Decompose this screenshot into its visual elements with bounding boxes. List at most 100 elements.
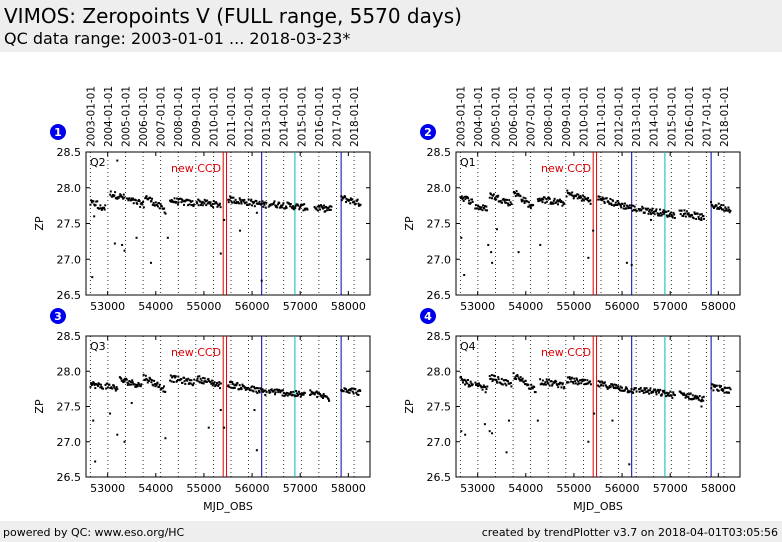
data-point [471, 198, 474, 201]
data-point [273, 388, 276, 391]
data-point [629, 390, 632, 393]
data-point [601, 196, 604, 199]
data-point [547, 378, 550, 381]
data-point [584, 378, 587, 381]
data-point [298, 392, 301, 395]
data-point [661, 210, 664, 213]
data-point [219, 387, 222, 390]
x-tick-label: 54000 [138, 300, 173, 313]
data-point [232, 387, 235, 390]
data-point [622, 207, 625, 210]
data-point [488, 374, 491, 377]
x-tick-label: 56000 [605, 482, 640, 495]
data-point [469, 380, 472, 383]
data-point [518, 378, 521, 381]
data-point [348, 388, 351, 391]
data-point [310, 390, 313, 393]
data-point [121, 196, 124, 199]
data-point [618, 387, 621, 390]
data-point [653, 213, 656, 216]
data-point [523, 380, 526, 383]
data-point [558, 198, 561, 201]
data-point [219, 409, 222, 412]
data-point [186, 204, 189, 207]
data-point [281, 389, 284, 392]
data-point [99, 204, 102, 207]
data-point [515, 190, 518, 193]
data-point [128, 380, 131, 383]
y-axis-label: ZP [403, 399, 416, 414]
data-point [118, 195, 121, 198]
data-point [711, 204, 714, 207]
data-point [106, 382, 109, 385]
data-point [474, 207, 477, 210]
page-title: VIMOS: Zeropoints V (FULL range, 5570 da… [4, 4, 462, 28]
data-point [208, 202, 211, 205]
data-point [474, 204, 477, 207]
data-point [227, 384, 230, 387]
data-point [644, 391, 647, 394]
data-point [315, 207, 318, 210]
data-point [607, 201, 610, 204]
data-point [164, 390, 167, 393]
data-point [460, 375, 463, 378]
data-point [99, 386, 102, 389]
data-point [646, 207, 649, 210]
data-point [663, 389, 666, 392]
data-point [600, 197, 603, 200]
data-point [177, 375, 180, 378]
data-point [624, 387, 627, 390]
data-point [627, 206, 630, 209]
data-point [176, 379, 179, 382]
data-point [557, 386, 560, 389]
data-point [317, 391, 320, 394]
data-point [296, 392, 299, 395]
data-point [467, 385, 470, 388]
date-tick-label: 2012-01-01 [614, 86, 626, 147]
data-point [495, 378, 498, 381]
data-point [580, 378, 583, 381]
data-point [260, 202, 263, 205]
data-point [177, 203, 180, 206]
data-point [196, 202, 199, 205]
date-tick-label: 2011-01-01 [226, 86, 238, 147]
data-point [133, 383, 136, 386]
data-point [111, 195, 114, 198]
data-point [527, 383, 530, 386]
data-point [616, 199, 619, 202]
data-point [502, 197, 505, 200]
data-point [129, 383, 132, 386]
data-point [553, 381, 556, 384]
data-point [700, 213, 703, 216]
data-point [186, 199, 189, 202]
data-point [688, 393, 691, 396]
data-point [489, 377, 492, 380]
data-point [181, 381, 184, 384]
data-point [583, 383, 586, 386]
data-point [195, 201, 198, 204]
data-point [652, 391, 655, 394]
data-point [517, 377, 520, 380]
data-point [188, 203, 191, 206]
data-point [123, 196, 126, 199]
data-point [294, 207, 297, 210]
data-point [131, 379, 134, 382]
data-point [670, 394, 673, 397]
data-point [561, 382, 564, 385]
data-point [247, 198, 250, 201]
data-point [608, 203, 611, 206]
data-point [301, 203, 304, 206]
data-point [245, 386, 248, 389]
data-point [208, 201, 211, 204]
data-point [658, 214, 661, 217]
data-point [461, 379, 464, 382]
data-point [150, 199, 153, 202]
data-point [601, 380, 604, 383]
data-point [469, 385, 472, 388]
date-tick-label: 2006-01-01 [508, 86, 520, 147]
data-point [131, 198, 134, 201]
data-point [130, 197, 133, 200]
data-point [132, 202, 135, 205]
new-ccd-annotation: new CCD [541, 162, 591, 175]
data-point [702, 399, 705, 402]
